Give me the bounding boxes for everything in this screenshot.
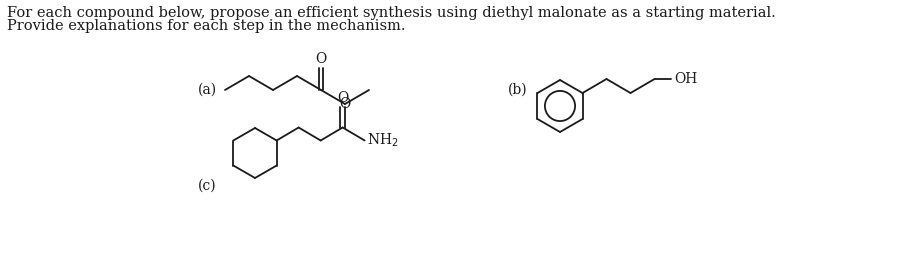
Text: Provide explanations for each step in the mechanism.: Provide explanations for each step in th… xyxy=(7,19,405,33)
Text: (c): (c) xyxy=(198,179,217,193)
Text: NH$_2$: NH$_2$ xyxy=(366,132,398,149)
Text: OH: OH xyxy=(673,72,697,86)
Text: (b): (b) xyxy=(507,83,527,97)
Text: For each compound below, propose an efficient synthesis using diethyl malonate a: For each compound below, propose an effi… xyxy=(7,6,775,20)
Text: O: O xyxy=(339,97,350,111)
Text: O: O xyxy=(337,91,348,105)
Text: O: O xyxy=(315,52,326,66)
Text: (a): (a) xyxy=(198,83,217,97)
